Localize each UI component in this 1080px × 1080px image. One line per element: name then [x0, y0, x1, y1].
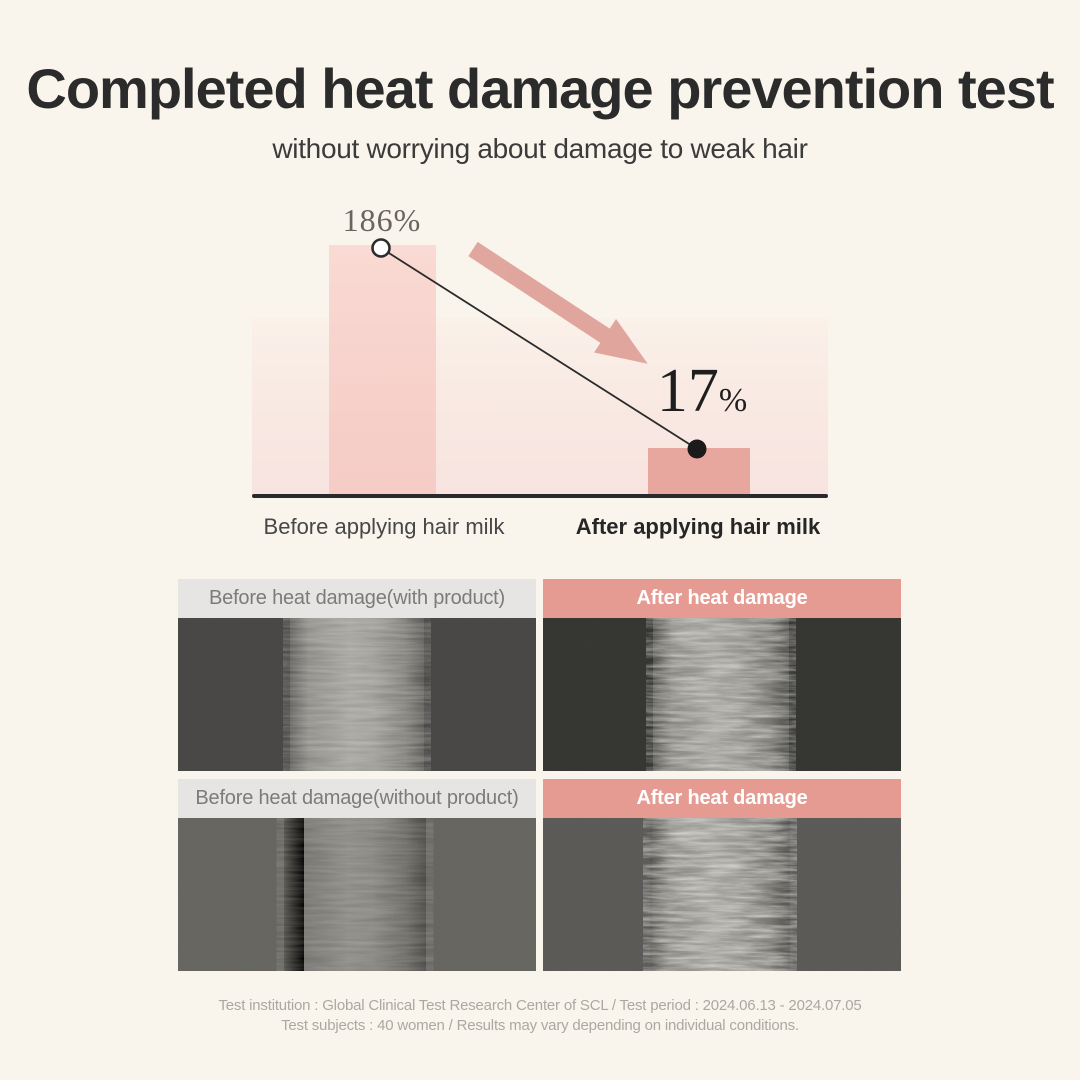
chart-annotation-layer — [371, 238, 707, 459]
data-point-before — [371, 238, 391, 258]
page-title: Completed heat damage prevention test — [26, 57, 1054, 120]
category-label-before: Before applying hair milk — [263, 514, 505, 539]
data-point-after — [687, 439, 707, 459]
footer-disclaimer: Test institution : Global Clinical Test … — [0, 996, 1080, 1036]
sem-image-after-heat-damage-bottom — [543, 818, 901, 971]
chart-baseline — [252, 494, 828, 498]
value-after-unit: % — [718, 382, 748, 419]
decrease-arrow-icon — [468, 241, 648, 364]
tile-after-heat-damage-bottom: After heat damage — [543, 779, 901, 971]
tile-header-before-without-product: Before heat damage(without product) — [178, 779, 536, 818]
bar-before-applying — [329, 245, 436, 496]
trend-connector-line — [380, 247, 698, 450]
page-subtitle: without worrying about damage to weak ha… — [272, 133, 808, 164]
value-label-before: 186% — [342, 202, 422, 238]
tile-before-with-product: Before heat damage(with product) — [178, 579, 536, 771]
tile-header-after-heat-damage-bottom: After heat damage — [543, 779, 901, 818]
comparison-grid: Before heat damage(with product) After h… — [178, 579, 901, 971]
value-label-after: 17% — [657, 360, 747, 422]
value-after-number: 17 — [656, 357, 719, 425]
tile-header-after-heat-damage-top: After heat damage — [543, 579, 901, 618]
sem-image-before-with-product — [178, 618, 536, 771]
tile-before-without-product: Before heat damage(without product) — [178, 779, 536, 971]
tile-header-before-with-product: Before heat damage(with product) — [178, 579, 536, 618]
footer-line-2: Test subjects : 40 women / Results may v… — [281, 1017, 799, 1034]
sem-image-after-heat-damage-top — [543, 618, 901, 771]
category-label-after: After applying hair milk — [575, 514, 821, 539]
tile-after-heat-damage-top: After heat damage — [543, 579, 901, 771]
sem-image-before-without-product — [178, 818, 536, 971]
footer-line-1: Test institution : Global Clinical Test … — [218, 997, 862, 1014]
